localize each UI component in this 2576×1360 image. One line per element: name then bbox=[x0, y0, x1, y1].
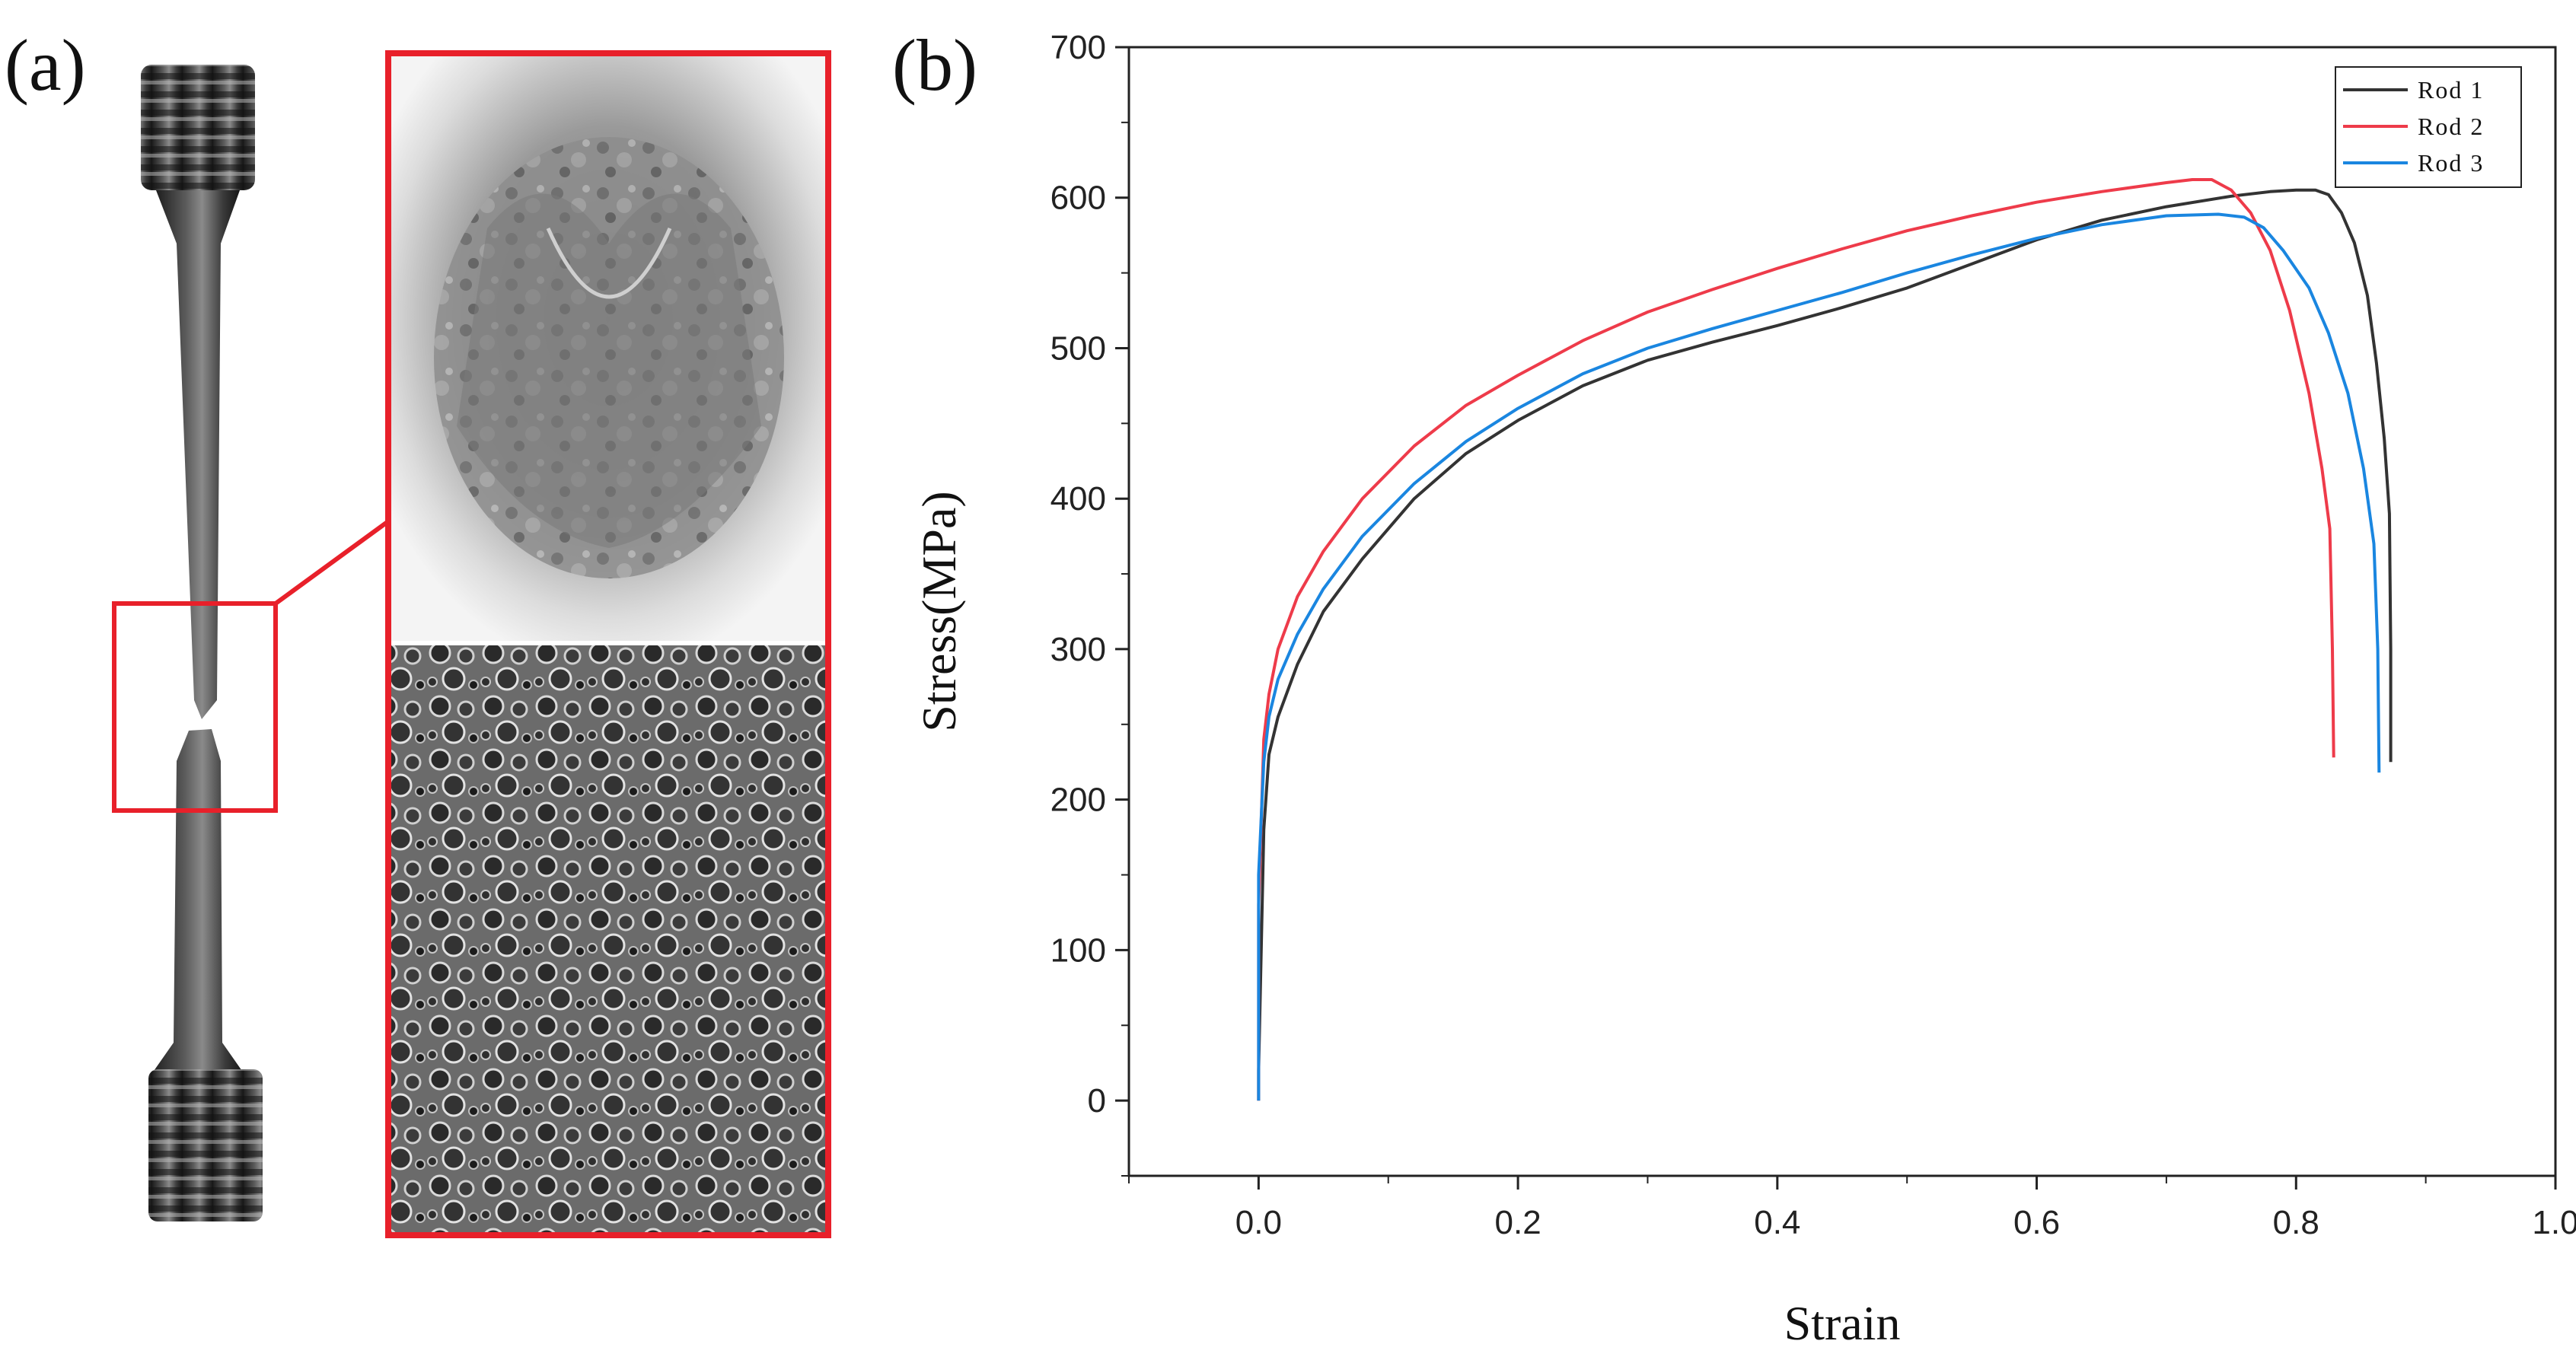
y-tick-label: 400 bbox=[1050, 480, 1106, 518]
y-tick-label: 300 bbox=[1050, 631, 1106, 668]
series-line-rod-2 bbox=[1257, 178, 2335, 1101]
sem-inset bbox=[385, 50, 831, 1238]
chart-axes bbox=[1127, 46, 2557, 1177]
chart-legend: Rod 1 Rod 2 Rod 3 bbox=[2335, 66, 2522, 188]
x-tick-label: 0.6 bbox=[2013, 1204, 2060, 1241]
x-tick-label: 0.4 bbox=[1754, 1204, 1800, 1241]
rod-upper-gauge bbox=[156, 190, 240, 719]
x-tick-label: 0.2 bbox=[1495, 1204, 1541, 1241]
chart-ticks: 0.0 0.2 0.4 0.6 0.8 1.0 0 100 200 300 400 500 600 700 bbox=[1050, 29, 2576, 1241]
panel-b-label: (b) bbox=[892, 24, 977, 106]
y-tick-label: 500 bbox=[1050, 330, 1106, 367]
legend-label: Rod 3 bbox=[2418, 149, 2484, 177]
chart-series-lines bbox=[1257, 178, 2393, 1101]
y-tick-label: 200 bbox=[1050, 782, 1106, 819]
y-tick-label: 600 bbox=[1050, 180, 1106, 217]
rod-bottom-thread bbox=[148, 1069, 263, 1221]
x-axis-title: Strain bbox=[1784, 1296, 1901, 1350]
series-line-rod-3 bbox=[1257, 212, 2381, 1101]
legend-label: Rod 1 bbox=[2418, 76, 2484, 104]
plot-frame bbox=[1127, 46, 2557, 1177]
specimen-photo-panel bbox=[112, 50, 831, 1238]
x-tick-label: 0.0 bbox=[1235, 1204, 1282, 1241]
highlight-connector-line bbox=[274, 519, 390, 606]
rod-lower-gauge bbox=[152, 729, 244, 1073]
y-tick-label: 100 bbox=[1050, 932, 1106, 969]
y-axis-title: Stress(MPa) bbox=[912, 491, 966, 731]
x-tick-label: 0.8 bbox=[2273, 1204, 2319, 1241]
rod-top-thread bbox=[141, 65, 255, 190]
y-tick-label: 0 bbox=[1088, 1082, 1106, 1120]
sem-fracture-overview bbox=[391, 56, 825, 641]
fracture-highlight-box bbox=[112, 601, 278, 813]
sem-dimple-morphology bbox=[391, 645, 825, 1232]
panel-a-label: (a) bbox=[5, 24, 86, 106]
series-line-rod-1 bbox=[1257, 188, 2393, 1101]
legend-label: Rod 2 bbox=[2418, 113, 2484, 140]
y-tick-label: 700 bbox=[1050, 29, 1106, 66]
x-tick-label: 1.0 bbox=[2532, 1204, 2576, 1241]
